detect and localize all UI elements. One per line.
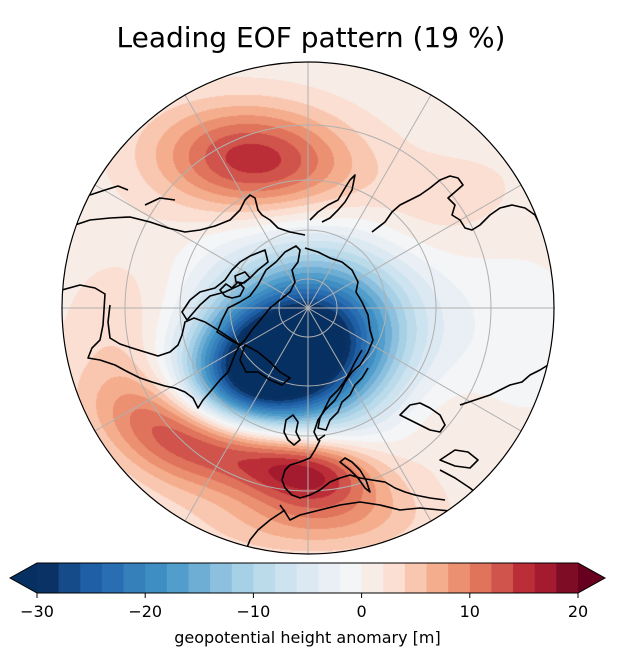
colorbar-extend-min xyxy=(10,563,37,593)
meridian-line xyxy=(82,307,309,439)
coast-north-america xyxy=(62,284,241,409)
coast-asia-south xyxy=(439,364,549,513)
coast-black-caspian xyxy=(399,402,479,469)
polar-map xyxy=(0,0,622,560)
colorbar-label: geopotential height anomary [m] xyxy=(174,628,441,647)
colorbar-bin xyxy=(80,563,103,593)
colorbar-bin xyxy=(426,563,449,593)
colorbar-bin xyxy=(404,563,428,593)
colorbar-bin xyxy=(253,563,276,593)
colorbar-bin xyxy=(296,563,319,593)
colorbar-bin xyxy=(37,563,60,593)
colorbar-bin xyxy=(513,563,536,593)
coast-british-isles xyxy=(283,414,301,446)
meridian-line xyxy=(307,307,534,439)
colorbar-bin xyxy=(556,563,579,593)
coast-italy xyxy=(339,457,371,493)
colorbar-bin xyxy=(210,563,233,593)
colorbar-bin xyxy=(448,563,471,593)
coast-baffin-islands xyxy=(219,271,251,299)
anomaly-field xyxy=(0,0,622,560)
colorbar-bins xyxy=(37,563,579,593)
colorbar-tick-label: −30 xyxy=(20,602,54,621)
colorbar-bin xyxy=(361,563,384,593)
colorbar-bin xyxy=(275,563,298,593)
colorbar-tick-label: −10 xyxy=(237,602,271,621)
colorbar-bin xyxy=(469,563,493,593)
colorbar-bin xyxy=(318,563,341,593)
colorbar-bin xyxy=(534,563,557,593)
colorbar-bin xyxy=(188,563,211,593)
coast-aleutians-alaska xyxy=(71,194,306,236)
colorbar: −30 −20 −10 0 10 20 xyxy=(8,562,607,621)
colorbar-bin xyxy=(123,563,146,593)
coast-africa xyxy=(243,501,496,554)
colorbar-bin xyxy=(101,563,125,593)
colorbar-bin xyxy=(58,563,81,593)
coast-alaska-north xyxy=(89,185,176,206)
colorbar-bin xyxy=(231,563,254,593)
colorbar-tick-label: 10 xyxy=(460,602,480,621)
graticule xyxy=(62,62,554,554)
colorbar-tick-label: −20 xyxy=(128,602,162,621)
meridian-line xyxy=(177,307,309,534)
colorbar-tick-label: 0 xyxy=(357,602,367,621)
colorbar-extend-max xyxy=(578,563,605,593)
colorbar-bin xyxy=(491,563,514,593)
colorbar-bin xyxy=(383,563,406,593)
coast-europe-west xyxy=(281,439,446,501)
coast-greenland xyxy=(216,245,301,346)
colorbar-bin xyxy=(145,563,168,593)
map-overlay xyxy=(61,61,555,555)
colorbar-bin xyxy=(166,563,190,593)
meridian-line xyxy=(307,82,439,309)
colorbar-tick-label: 20 xyxy=(568,602,588,621)
coastlines xyxy=(62,174,551,554)
colorbar-ticks: −30 −20 −10 0 10 20 xyxy=(20,593,588,621)
map-boundary xyxy=(61,61,555,555)
coast-east-asia xyxy=(371,175,551,251)
coast-scandinavia xyxy=(317,349,369,431)
coast-kamchatka xyxy=(309,174,356,223)
meridian-line xyxy=(307,177,534,309)
coast-greenland-south xyxy=(239,344,291,386)
meridian-line xyxy=(82,177,309,309)
colorbar-bin xyxy=(339,563,363,593)
meridian-line xyxy=(177,82,309,309)
